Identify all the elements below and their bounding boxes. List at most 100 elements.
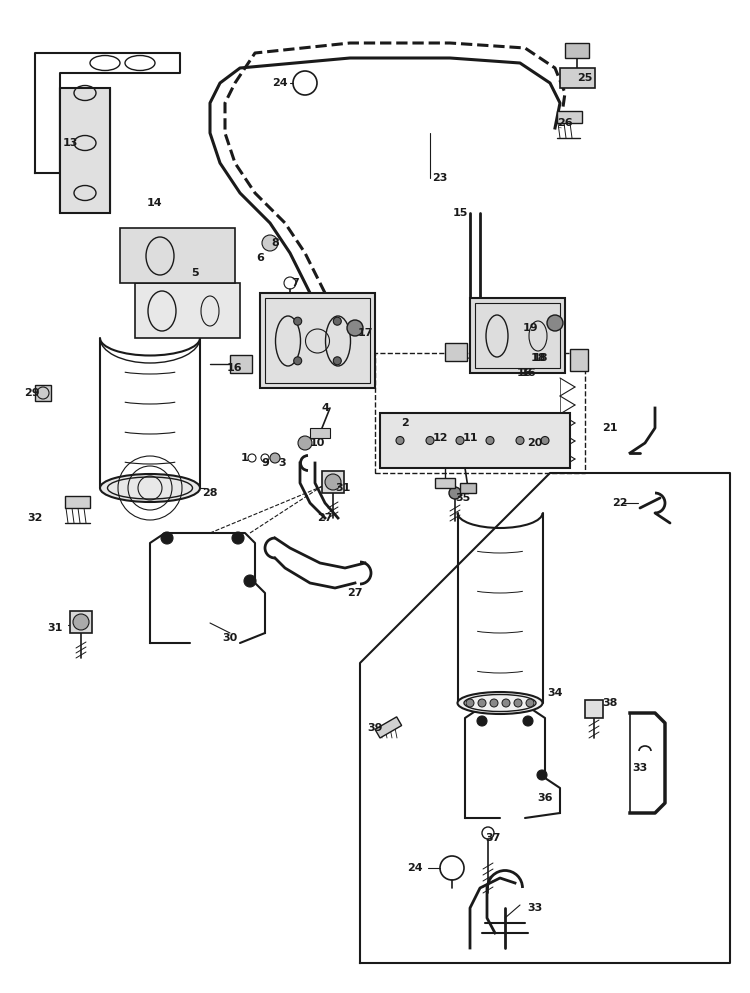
- Bar: [470, 298, 565, 373]
- Text: 6: 6: [256, 253, 264, 263]
- Circle shape: [294, 317, 302, 325]
- Text: 21: 21: [602, 423, 618, 433]
- Text: 35: 35: [455, 493, 470, 503]
- Circle shape: [456, 437, 464, 445]
- Text: 32: 32: [27, 513, 43, 523]
- Text: 18: 18: [530, 353, 546, 363]
- Ellipse shape: [458, 692, 542, 714]
- Bar: [460, 483, 476, 493]
- Bar: [65, 496, 90, 508]
- Text: 8: 8: [272, 238, 279, 248]
- Circle shape: [523, 716, 533, 726]
- Text: 33: 33: [527, 903, 542, 913]
- Bar: [375, 717, 402, 738]
- Circle shape: [477, 716, 487, 726]
- Circle shape: [262, 235, 278, 251]
- Circle shape: [547, 315, 563, 331]
- Text: 7: 7: [291, 278, 298, 288]
- Circle shape: [161, 532, 173, 544]
- Text: 1: 1: [242, 453, 249, 463]
- Text: 33: 33: [632, 763, 647, 773]
- Bar: [35, 385, 51, 401]
- Bar: [375, 353, 585, 473]
- Bar: [380, 413, 570, 468]
- Text: 16: 16: [227, 363, 243, 373]
- Bar: [585, 700, 603, 718]
- Text: 37: 37: [485, 833, 500, 843]
- Text: 30: 30: [222, 633, 238, 643]
- Text: 38: 38: [602, 698, 618, 708]
- Text: 14: 14: [147, 198, 163, 208]
- Text: 19: 19: [522, 323, 538, 333]
- Ellipse shape: [100, 474, 200, 502]
- Circle shape: [347, 320, 363, 336]
- Bar: [565, 43, 589, 58]
- Text: 26: 26: [557, 118, 573, 128]
- Circle shape: [298, 436, 312, 450]
- Text: 15: 15: [452, 208, 468, 218]
- Circle shape: [466, 699, 474, 707]
- Bar: [260, 293, 375, 388]
- Text: 11: 11: [462, 433, 478, 443]
- Circle shape: [516, 437, 524, 445]
- Bar: [70, 611, 92, 633]
- Circle shape: [514, 699, 522, 707]
- Text: 28: 28: [202, 488, 217, 498]
- Text: 24: 24: [407, 863, 423, 873]
- Text: 34: 34: [548, 688, 562, 698]
- Text: 10: 10: [310, 438, 326, 448]
- Text: 39: 39: [368, 723, 382, 733]
- Bar: [230, 355, 252, 373]
- Text: 29: 29: [24, 388, 40, 398]
- Bar: [60, 88, 110, 213]
- Bar: [435, 478, 455, 488]
- Text: 3: 3: [278, 458, 286, 468]
- Text: 25: 25: [578, 73, 592, 83]
- Text: 18: 18: [532, 353, 548, 363]
- Text: 4: 4: [321, 403, 329, 413]
- Bar: [322, 471, 344, 493]
- Circle shape: [449, 487, 461, 499]
- Text: 31: 31: [335, 483, 350, 493]
- Circle shape: [244, 575, 256, 587]
- Circle shape: [232, 532, 244, 544]
- Circle shape: [502, 699, 510, 707]
- Circle shape: [478, 699, 486, 707]
- Circle shape: [486, 437, 494, 445]
- Bar: [445, 343, 467, 361]
- Text: 16: 16: [520, 368, 536, 378]
- Circle shape: [325, 474, 341, 490]
- Text: 9: 9: [261, 458, 269, 468]
- Bar: [310, 428, 330, 438]
- Bar: [570, 349, 588, 371]
- Text: 5: 5: [191, 268, 199, 278]
- Text: 27: 27: [347, 588, 363, 598]
- Circle shape: [333, 356, 341, 364]
- Circle shape: [537, 770, 547, 780]
- Circle shape: [396, 437, 404, 445]
- Circle shape: [73, 614, 89, 630]
- Circle shape: [426, 437, 434, 445]
- Bar: [120, 228, 235, 283]
- Text: 23: 23: [432, 173, 448, 183]
- Text: 17: 17: [357, 328, 373, 338]
- Text: 31: 31: [47, 623, 63, 633]
- Bar: [557, 111, 582, 123]
- Text: 36: 36: [537, 793, 553, 803]
- Circle shape: [541, 437, 549, 445]
- Bar: [265, 298, 370, 383]
- Bar: [135, 283, 240, 338]
- Circle shape: [270, 453, 280, 463]
- Text: 27: 27: [317, 513, 333, 523]
- Circle shape: [526, 699, 534, 707]
- Text: 16: 16: [518, 368, 532, 378]
- Circle shape: [294, 356, 302, 364]
- Text: 24: 24: [272, 78, 288, 88]
- Bar: [475, 303, 560, 368]
- Bar: [560, 68, 595, 88]
- Circle shape: [333, 317, 341, 325]
- Text: 2: 2: [401, 418, 409, 428]
- Text: 12: 12: [432, 433, 448, 443]
- Text: 13: 13: [62, 138, 78, 148]
- Text: 20: 20: [527, 438, 543, 448]
